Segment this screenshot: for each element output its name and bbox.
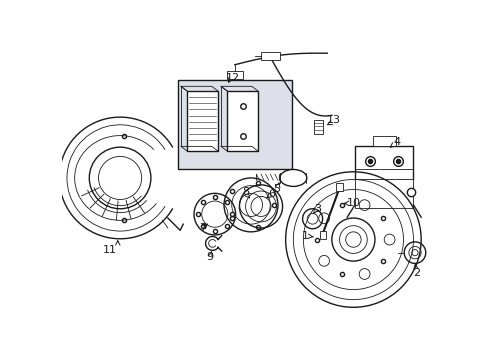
Text: 3: 3 [314,204,321,214]
Bar [226,71,242,78]
Text: 2: 2 [412,267,419,278]
Text: 4: 4 [393,137,400,147]
Bar [178,80,291,169]
Text: 10: 10 [346,198,360,208]
Text: 1: 1 [302,231,308,241]
Bar [319,231,325,239]
Text: 13: 13 [325,115,340,125]
Ellipse shape [279,170,306,186]
Bar [187,91,218,151]
Bar [372,136,395,147]
Text: 5: 5 [272,184,279,194]
Text: 7: 7 [199,223,205,233]
Text: 8: 8 [242,187,249,197]
Bar [354,145,412,180]
Text: 11: 11 [103,244,117,255]
Bar [354,179,412,208]
Bar [226,91,257,151]
Bar [336,183,342,191]
Bar [313,120,323,134]
Bar [261,53,280,60]
Text: 12: 12 [226,73,240,83]
Text: 9: 9 [206,252,213,262]
Text: 6: 6 [268,189,275,199]
